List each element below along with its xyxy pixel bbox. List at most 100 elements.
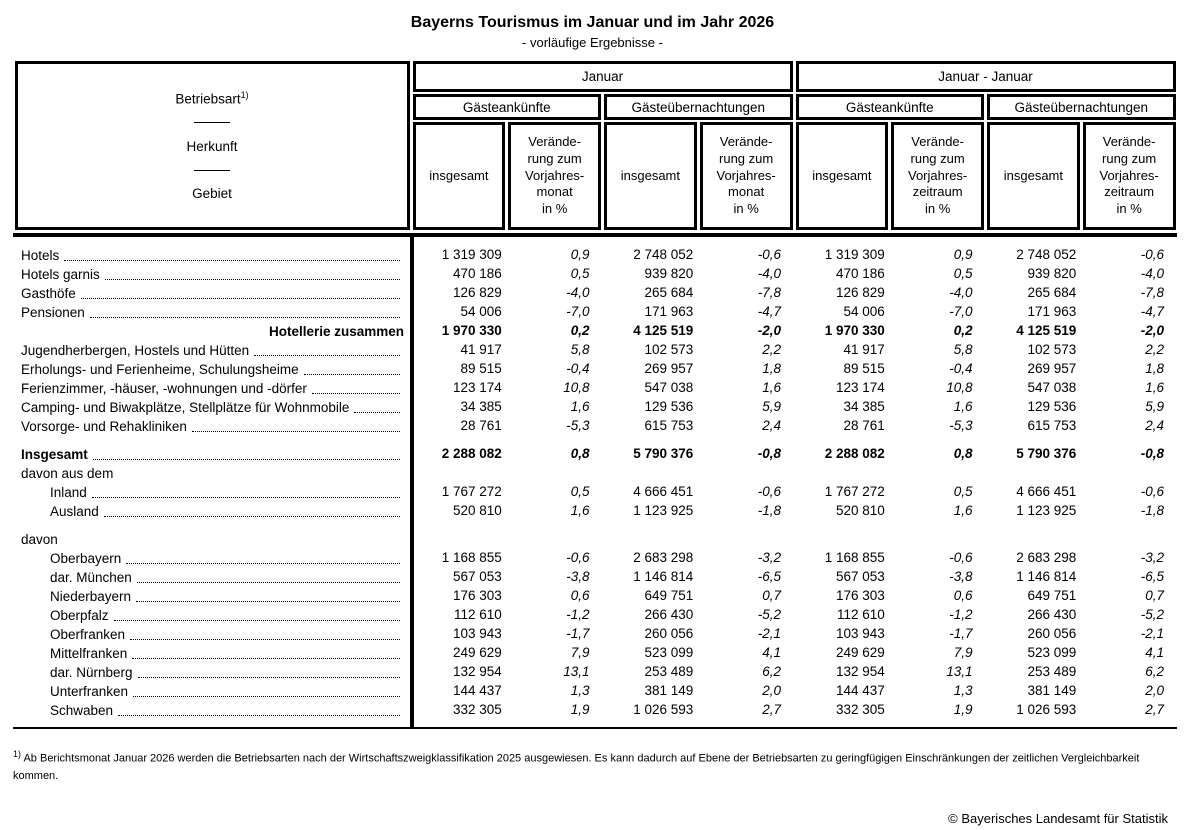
cell-nights-change-month: 5,9 (762, 399, 781, 414)
table-row: Pensionen 54 006 -7,0 171 963 -4,7 54 00… (13, 303, 1177, 322)
dot-leader (136, 601, 400, 602)
cell-nights-total-ytd: 265 684 (1027, 285, 1077, 300)
cell-arrivals-total-month: 103 943 (452, 626, 502, 641)
row-label: Inland (13, 483, 411, 502)
cell-nights-total-ytd: 4 125 519 (1016, 323, 1077, 338)
table-row: Erholungs- und Ferienheime, Schulungshei… (13, 360, 1177, 379)
cell-arrivals-change-ytd: 0,2 (953, 323, 973, 338)
cell-nights-total-ytd (986, 530, 1082, 549)
footnote-text: Ab Berichtsmonat Januar 2026 werden die … (13, 752, 1140, 782)
cell-arrivals-change-ytd: 10,8 (946, 380, 973, 395)
cell-arrivals-total-month: 2 288 082 (441, 446, 502, 461)
cell-arrivals-total-month: 1 168 855 (441, 550, 502, 565)
cell-nights-change-ytd: 6,2 (1145, 664, 1164, 679)
cell-nights-change-ytd: 2,7 (1145, 702, 1164, 717)
cell-arrivals-total-month: 520 810 (452, 503, 502, 518)
cell-nights-total-month: 615 753 (644, 418, 694, 433)
col-header-insgesamt: insgesamt (412, 122, 506, 230)
cell-arrivals-change-ytd: 0,5 (953, 484, 973, 499)
cell-arrivals-total-month: 144 437 (452, 683, 502, 698)
col-header-insgesamt: insgesamt (795, 122, 889, 230)
page-title: Bayerns Tourismus im Januar und im Jahr … (410, 14, 775, 31)
cell-nights-total-month (603, 530, 699, 549)
cell-nights-change-ytd: -0,6 (1140, 484, 1164, 499)
cell-nights-change-ytd: 1,8 (1145, 361, 1164, 376)
cell-nights-total-month: 2 748 052 (633, 247, 694, 262)
cell-nights-change-ytd: 2,0 (1145, 683, 1164, 698)
cell-nights-change-ytd: 4,1 (1145, 645, 1164, 660)
row-label: davon (21, 532, 58, 547)
table-row: Oberbayern 1 168 855 -0,6 2 683 298 -3,2… (13, 549, 1177, 568)
table-row: dar. Nürnberg 132 954 13,1 253 489 6,2 1… (13, 663, 1177, 682)
cell-arrivals-change-ytd: -4,0 (949, 285, 973, 300)
cell-nights-total-ytd: 615 753 (1027, 418, 1077, 433)
cell-nights-change-ytd: -6,5 (1140, 569, 1164, 584)
cell-nights-total-ytd: 5 790 376 (1016, 446, 1077, 461)
footnote-marker: 1) (13, 748, 22, 759)
cell-nights-total-month: 523 099 (644, 645, 694, 660)
row-label: Hotels garnis (13, 265, 411, 284)
cell-nights-change-month: -5,2 (757, 607, 781, 622)
cell-arrivals-change-ytd: -3,8 (949, 569, 973, 584)
cell-arrivals-change-ytd (890, 464, 986, 483)
cell-arrivals-total-month: 123 174 (452, 380, 502, 395)
cell-arrivals-change-month: 0,5 (570, 484, 590, 499)
dot-leader (126, 563, 400, 564)
cell-arrivals-change-month: 0,8 (570, 446, 590, 461)
cell-nights-total-month: 129 536 (644, 399, 694, 414)
cell-nights-change-ytd: -0,6 (1140, 247, 1164, 262)
cell-nights-change-ytd: -7,8 (1140, 285, 1164, 300)
cell-arrivals-change-month: -3,8 (566, 569, 590, 584)
divider-line (194, 122, 230, 123)
cell-arrivals-total-month: 567 053 (452, 569, 502, 584)
row-label: Unterfranken (13, 682, 411, 701)
cell-nights-change-month: -0,8 (757, 446, 781, 461)
table-row: Ausland 520 810 1,6 1 123 925 -1,8 520 8… (13, 502, 1177, 521)
subgroup-nights-month: Gästeübernachtungen (604, 94, 793, 120)
cell-arrivals-change-month: 1,6 (570, 503, 590, 518)
cell-nights-total-month: 102 573 (644, 342, 694, 357)
cell-arrivals-total-month (411, 464, 507, 483)
dot-leader (136, 582, 400, 583)
tourism-table: Betriebsart1) Herkunft Gebiet Januar Jan… (13, 60, 1177, 729)
table-row: davon (13, 530, 1177, 549)
cell-arrivals-total-month: 126 829 (452, 285, 502, 300)
cell-nights-change-month: -6,5 (757, 569, 781, 584)
dot-leader (104, 279, 400, 280)
cell-arrivals-total-ytd: 470 186 (835, 266, 885, 281)
table-row: Vorsorge- und Rehakliniken 28 761 -5,3 6… (13, 417, 1177, 436)
cell-arrivals-change-month: -1,7 (566, 626, 590, 641)
cell-arrivals-total-month: 34 385 (460, 399, 502, 414)
cell-arrivals-total-ytd: 1 767 272 (824, 484, 885, 499)
cell-nights-change-month (698, 530, 794, 549)
cell-arrivals-change-month: 13,1 (563, 664, 590, 679)
cell-arrivals-change-ytd: -0,4 (949, 361, 973, 376)
subgroup-nights-ytd: Gästeübernachtungen (987, 94, 1176, 120)
cell-arrivals-total-month: 89 515 (460, 361, 502, 376)
cell-nights-change-month: 6,2 (762, 664, 781, 679)
dot-leader (103, 516, 400, 517)
footnote-ref: 1) (240, 89, 249, 100)
cell-arrivals-total-month: 112 610 (453, 607, 502, 622)
cell-arrivals-total-ytd: 132 954 (835, 664, 885, 679)
cell-arrivals-change-month: 1,3 (570, 683, 590, 698)
cell-arrivals-total-ytd: 34 385 (843, 399, 885, 414)
cell-nights-change-ytd: 1,6 (1145, 380, 1164, 395)
cell-nights-change-month: 1,8 (762, 361, 781, 376)
table-row: Oberfranken 103 943 -1,7 260 056 -2,1 10… (13, 625, 1177, 644)
cell-nights-change-ytd: -4,7 (1140, 304, 1164, 319)
table-row: Ferienzimmer, -häuser, -wohnungen und -d… (13, 379, 1177, 398)
cell-nights-total-ytd: 253 489 (1027, 664, 1077, 679)
cell-nights-change-month: -4,0 (757, 266, 781, 281)
cell-arrivals-change-ytd: 0,8 (953, 446, 973, 461)
cell-nights-change-month: -0,6 (757, 484, 781, 499)
cell-arrivals-change-month: 0,5 (570, 266, 590, 281)
cell-arrivals-change-month: 1,6 (570, 399, 590, 414)
cell-nights-total-ytd: 171 963 (1027, 304, 1077, 319)
row-label: Jugendherbergen, Hostels und Hütten (13, 341, 411, 360)
table-bottom-rule (13, 727, 1177, 729)
cell-arrivals-change-month: -4,0 (566, 285, 590, 300)
cell-nights-change-month: 1,6 (762, 380, 781, 395)
cell-nights-total-ytd: 381 149 (1027, 683, 1077, 698)
